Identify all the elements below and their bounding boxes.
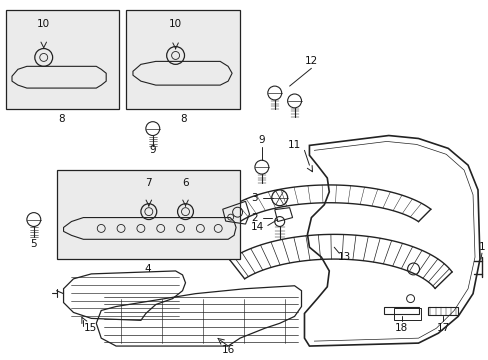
Bar	[383, 306, 418, 314]
Text: 8: 8	[58, 114, 65, 124]
Text: 12: 12	[304, 57, 317, 66]
Text: 17: 17	[436, 323, 449, 333]
Text: 10: 10	[37, 19, 50, 29]
Bar	[393, 309, 421, 320]
Text: 11: 11	[287, 140, 301, 150]
Bar	[6, 10, 119, 109]
Bar	[57, 170, 240, 259]
Text: 18: 18	[394, 323, 407, 333]
Text: 3: 3	[251, 193, 258, 203]
Bar	[427, 306, 457, 315]
Text: 4: 4	[144, 264, 151, 274]
Bar	[126, 10, 240, 109]
Text: 5: 5	[30, 239, 37, 249]
Text: 1: 1	[478, 242, 484, 252]
Text: 10: 10	[169, 19, 182, 29]
Text: 9: 9	[149, 145, 156, 156]
Text: 15: 15	[83, 323, 97, 333]
Text: 2: 2	[251, 212, 258, 222]
Text: 16: 16	[221, 345, 234, 355]
Text: 13: 13	[337, 252, 350, 262]
Text: 14: 14	[251, 222, 264, 233]
Text: 8: 8	[180, 114, 186, 124]
Text: 6: 6	[182, 178, 188, 188]
Text: 7: 7	[145, 178, 152, 188]
Text: 9: 9	[258, 135, 264, 145]
